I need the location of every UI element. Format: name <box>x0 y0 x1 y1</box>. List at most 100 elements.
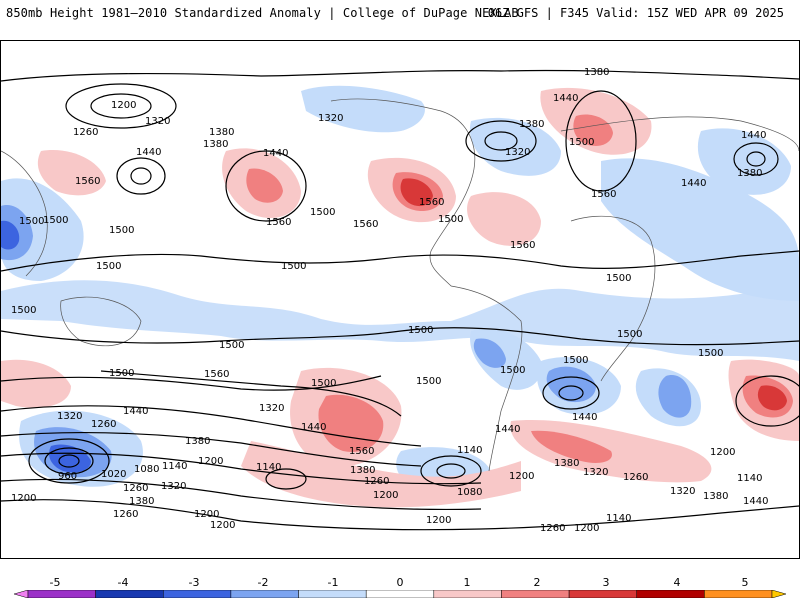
contour-1500-trop-s <box>1 327 799 346</box>
neg-anomaly-greenland <box>469 117 561 176</box>
label-1260-so2: 1260 <box>540 523 565 534</box>
africa-coast <box>570 215 656 382</box>
label-1260-so: 1260 <box>364 476 389 487</box>
pos-anomaly-npac-mid <box>246 168 283 203</box>
label-1320-np: 1320 <box>318 113 343 124</box>
label-1440-si: 1440 <box>743 496 768 507</box>
label-1200-so3: 1200 <box>373 490 398 501</box>
neg-anomaly-swpac-core <box>49 444 91 473</box>
run-info: 06Z GFS | F345 Valid: 15Z WED APR 09 202… <box>487 6 784 20</box>
label-1320-sat: 1320 <box>583 467 608 478</box>
contour-low-npac <box>116 157 166 195</box>
contour-low-swpac-2 <box>44 447 94 475</box>
label-1320-nw: 1320 <box>145 116 170 127</box>
label-1500-cp: 1500 <box>281 261 306 272</box>
contour-low-europe <box>733 142 779 176</box>
label-1440-eu: 1440 <box>681 178 706 189</box>
label-1500-ws: 1500 <box>43 215 68 226</box>
label-1260-sw: 1260 <box>91 419 116 430</box>
colorbar-tick: 0 <box>396 576 404 589</box>
label-1320-si: 1320 <box>670 486 695 497</box>
colorbar-tick: -3 <box>188 576 200 589</box>
label-1380-sw: 1380 <box>185 436 210 447</box>
colorbar-tick: 3 <box>602 576 610 589</box>
contour-low-npac-2 <box>130 167 152 185</box>
contour-low-swpac-3 <box>58 454 80 468</box>
label-1380-na: 1380 <box>519 119 544 130</box>
label-1500-np: 1500 <box>310 207 335 218</box>
label-1380-top: 1380 <box>584 67 609 78</box>
colorbar-tick: 5 <box>741 576 749 589</box>
label-1380-eu: 1380 <box>737 168 762 179</box>
label-1260-nw: 1260 <box>73 127 98 138</box>
colorbar-tick: 1 <box>463 576 471 589</box>
label-1320-na: 1320 <box>505 147 530 158</box>
colorbar-tick: -5 <box>49 576 61 589</box>
australia-coast <box>60 296 142 347</box>
label-1500-atl: 1500 <box>606 273 631 284</box>
contour-low-europe-2 <box>746 151 766 167</box>
label-1140-so: 1140 <box>256 462 281 473</box>
neg-anomaly-sasia <box>601 158 799 301</box>
label-1320-so: 1320 <box>259 403 284 414</box>
anomaly-map: 1380 1200 1260 1320 1440 1560 1500 1380 … <box>1 67 799 534</box>
coastlines <box>1 98 799 472</box>
pos-anomaly-sopac-band <box>241 441 521 508</box>
label-1500-sa3: 1500 <box>416 376 441 387</box>
contour-low-nw-2 <box>90 93 152 119</box>
contour-high-natl <box>565 90 637 192</box>
anomaly-shading <box>1 85 799 508</box>
label-1500-sp2: 1500 <box>109 368 134 379</box>
label-1440-np: 1440 <box>263 148 288 159</box>
neg-anomaly-npac <box>301 85 425 133</box>
label-1440-nw: 1440 <box>136 147 161 158</box>
label-1500-na: 1500 <box>569 137 594 148</box>
label-1260-sw2: 1260 <box>123 483 148 494</box>
colorbar-extend-low <box>14 590 29 598</box>
north-america-coast <box>330 98 475 287</box>
label-1080-so: 1080 <box>457 487 482 498</box>
label-1560-so: 1560 <box>349 446 374 457</box>
neg-anomaly-westpac-core <box>1 220 20 250</box>
label-1440-so: 1440 <box>301 422 326 433</box>
contour-high-soind <box>735 375 799 427</box>
eurasia-coast <box>560 116 799 152</box>
pos-anomaly-siberia <box>37 150 106 196</box>
label-1320-sw2: 1320 <box>161 481 186 492</box>
label-1440-eu2: 1440 <box>741 130 766 141</box>
label-1560-np: 1560 <box>266 217 291 228</box>
label-1500-sa4: 1500 <box>500 365 525 376</box>
label-1020-sw: 1020 <box>101 469 126 480</box>
colorbar-gradient <box>14 590 786 598</box>
label-1200-nw: 1200 <box>111 100 136 111</box>
label-1200-sw: 1200 <box>11 493 36 504</box>
label-1500-sa2: 1500 <box>311 378 336 389</box>
label-1200-sw2: 1200 <box>198 456 223 467</box>
colorbar-segment <box>230 590 299 598</box>
colorbar-segment <box>636 590 705 598</box>
label-1200-so2: 1200 <box>210 520 235 531</box>
label-1380-si: 1380 <box>703 491 728 502</box>
contour-1200-so <box>1 499 799 531</box>
contour-1320-so <box>1 452 482 485</box>
label-1500-af: 1500 <box>617 329 642 340</box>
pos-anomaly-eastus <box>467 192 541 246</box>
label-1440-sam: 1440 <box>495 424 520 435</box>
contour-1380-top <box>1 69 799 82</box>
colorbar-segment <box>433 590 502 598</box>
contour-1380-so <box>1 431 422 467</box>
contour-1440-so <box>1 405 422 447</box>
colorbar-tick: -2 <box>257 576 269 589</box>
colorbar-segment <box>501 590 570 598</box>
label-1200-so5: 1200 <box>574 523 599 534</box>
pos-anomaly-sopac-mid <box>318 394 384 452</box>
contour-low-nw <box>65 83 177 129</box>
label-1500-ws2: 1500 <box>109 225 134 236</box>
label-1500-si: 1500 <box>563 355 588 366</box>
neg-anomaly-southam-mid <box>473 338 506 368</box>
label-1440-na: 1440 <box>553 93 578 104</box>
label-1560-sp: 1560 <box>204 369 229 380</box>
label-1200-si: 1200 <box>710 447 735 458</box>
label-1380-so: 1380 <box>350 465 375 476</box>
label-960-sw: 960 <box>58 471 77 482</box>
